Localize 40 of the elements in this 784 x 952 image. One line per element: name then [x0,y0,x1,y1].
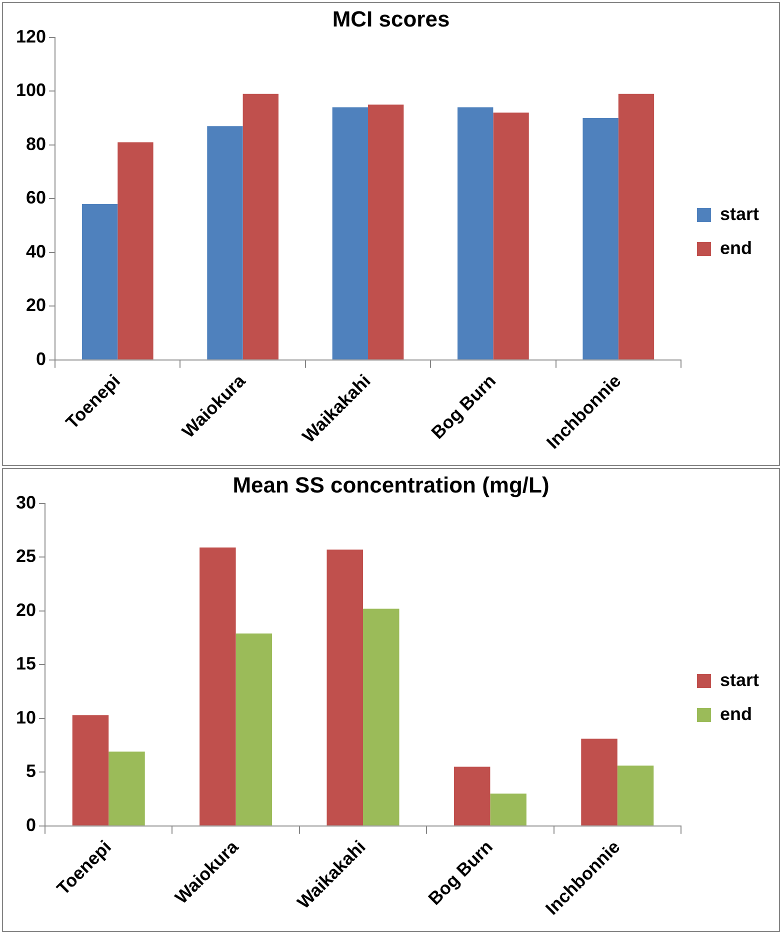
bar [493,112,529,360]
bar [581,738,618,826]
y-tick-label: 5 [26,761,36,782]
y-tick-label: 20 [16,600,36,620]
bar [72,715,109,826]
bar [454,766,490,826]
y-tick-label: 30 [16,492,36,512]
y-tick-label: 10 [16,707,36,728]
y-tick-label: 0 [36,348,46,369]
y-tick-label: 15 [16,654,36,674]
bar [200,547,236,826]
bar [108,752,145,826]
legend-label: end [720,238,752,258]
chart-title: MCI scores [332,6,450,32]
legend-label: start [720,204,760,224]
bar [617,766,654,826]
chart-title: Mean SS concentration (mg/L) [232,472,550,498]
bar [118,142,154,360]
bar [363,608,400,826]
bar [332,107,368,360]
y-tick-label: 80 [26,134,46,154]
bar [236,633,272,826]
bar [490,794,526,826]
y-tick-label: 100 [16,80,46,100]
legend-label: end [720,704,752,724]
y-tick-label: 0 [26,814,36,835]
bar [326,550,364,826]
y-tick-label: 40 [26,241,46,262]
y-tick-label: 60 [26,188,46,208]
y-tick-label: 20 [26,295,46,316]
bar [368,104,404,360]
bar [207,126,243,360]
y-tick-label: 120 [16,26,46,46]
bar [242,94,278,360]
y-tick-label: 25 [16,546,36,566]
bar [458,107,494,360]
bar [582,118,618,360]
bar [82,204,118,360]
bar [618,94,654,360]
legend-label: start [720,670,760,690]
